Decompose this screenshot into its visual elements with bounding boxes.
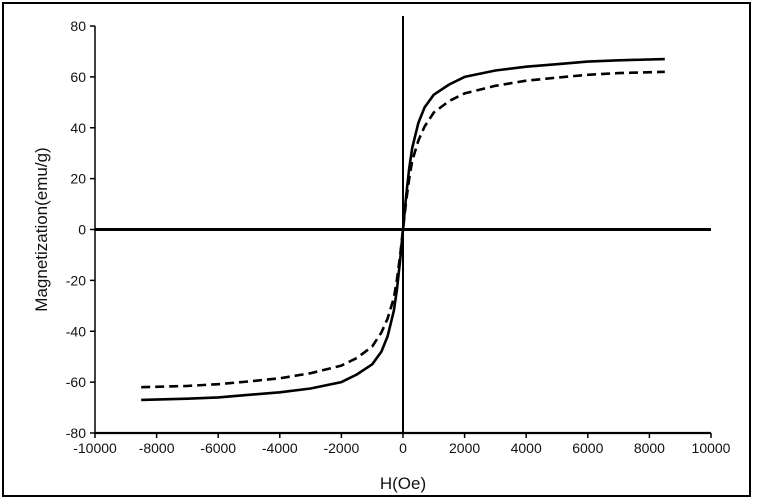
y-tick-label: -80 xyxy=(66,425,86,441)
y-tick-label: -40 xyxy=(66,323,86,339)
y-tick-label: 20 xyxy=(70,171,86,187)
x-tick-label: 4000 xyxy=(511,440,542,456)
x-tick-label: 6000 xyxy=(572,440,603,456)
x-tick-label: 0 xyxy=(399,440,407,456)
x-tick-label: -8000 xyxy=(139,440,175,456)
y-tick-label: 60 xyxy=(70,69,86,85)
series-line-solid xyxy=(141,57,665,402)
y-tick-label: -20 xyxy=(66,272,86,288)
y-axis-title: Magnetization(emu/g) xyxy=(32,147,51,311)
ticks: -10000 -8000 -6000 -4000 -2000 0 2000 4000 6000 8… xyxy=(66,18,731,456)
x-tick-label: -4000 xyxy=(262,440,298,456)
x-tick-label: -6000 xyxy=(200,440,236,456)
y-tick-label: -60 xyxy=(66,374,86,390)
figure-frame xyxy=(2,2,751,497)
x-axis-title: H(Oe) xyxy=(380,474,426,493)
series-line-dashed xyxy=(141,70,665,389)
x-tick-label: 2000 xyxy=(449,440,480,456)
x-tick-label: -2000 xyxy=(323,440,359,456)
x-tick-label: 8000 xyxy=(634,440,665,456)
y-tick-label: 0 xyxy=(78,222,86,238)
series-group xyxy=(141,57,665,402)
y-tick-label: 80 xyxy=(70,18,86,34)
x-tick-label: 10000 xyxy=(692,440,731,456)
y-tick-label: 40 xyxy=(70,120,86,136)
x-tick-label: -10000 xyxy=(73,440,117,456)
